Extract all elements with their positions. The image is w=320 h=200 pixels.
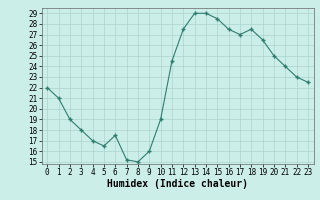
X-axis label: Humidex (Indice chaleur): Humidex (Indice chaleur) (107, 179, 248, 189)
